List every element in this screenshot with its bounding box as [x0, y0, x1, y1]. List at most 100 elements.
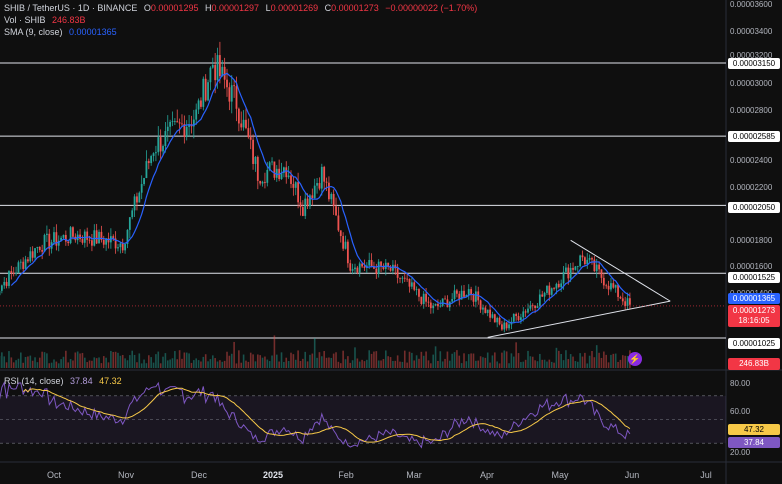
volume-bar [155, 354, 157, 368]
volume-bar [508, 363, 510, 368]
candle-body [27, 259, 29, 262]
triangle-lower-line [487, 300, 671, 338]
volume-bar [257, 354, 259, 368]
volume-bar [401, 361, 404, 368]
volume-bar [316, 357, 318, 368]
volume-bar [567, 359, 570, 368]
rsi-tag: 37.84 [728, 437, 780, 448]
level-tag[interactable]: 0.00002585 [728, 131, 780, 142]
candle-body [546, 285, 548, 293]
volume-bar [465, 361, 468, 368]
candle-body [456, 290, 458, 294]
candle-body [48, 233, 51, 249]
volume-bar [129, 355, 131, 368]
candle-body [88, 239, 91, 241]
candle-body [268, 162, 271, 170]
volume-bar [31, 360, 34, 368]
candle-body [133, 196, 136, 211]
candle-body [282, 167, 285, 173]
candle-body [351, 269, 354, 271]
candle-body [508, 324, 510, 329]
volume-bar [17, 358, 20, 368]
candle-body [493, 314, 496, 323]
price-tick: 0.00002800 [730, 106, 773, 115]
level-tag[interactable]: 0.00001525 [728, 272, 780, 283]
candle-body [579, 255, 582, 267]
volume-bar [174, 351, 176, 368]
candle-body [560, 283, 563, 288]
volume-bar [304, 351, 307, 368]
volume-bar [617, 361, 619, 368]
candle-body [389, 266, 392, 271]
candle-body [557, 283, 560, 288]
candle-body [200, 100, 202, 107]
volume-bar [406, 362, 408, 368]
candle-body [311, 195, 314, 198]
price-tick: 0.00002200 [730, 183, 773, 192]
volume-bar [598, 352, 600, 368]
level-tag[interactable]: 0.00002050 [728, 202, 780, 213]
candle-body [102, 239, 105, 245]
volume-bar [114, 351, 117, 368]
candle-body [422, 293, 425, 304]
volume-bar [337, 361, 340, 368]
volume-bar [586, 363, 589, 368]
volume-bar [266, 359, 269, 368]
volume-bar [297, 350, 299, 368]
level-tag[interactable]: 0.00001025 [728, 338, 780, 349]
candle-body [112, 236, 115, 239]
candle-body [370, 260, 373, 267]
volume-bar [536, 361, 539, 368]
volume-bar [347, 356, 349, 368]
candle-body [543, 292, 546, 297]
candle-body [614, 284, 617, 288]
volume-bar [209, 359, 212, 368]
candle-body [254, 157, 257, 164]
time-label: May [551, 470, 569, 480]
candle-body [605, 285, 608, 287]
candle-body [72, 227, 74, 237]
candle-body [472, 294, 475, 302]
candle-body [380, 261, 382, 266]
rsi-label: RSI (14, close) [4, 376, 64, 386]
volume-bar [34, 357, 36, 368]
volume-bar [1, 352, 3, 368]
volume-bar [216, 361, 219, 368]
volume-bar [46, 353, 48, 368]
candle-body [62, 234, 65, 238]
volume-bar [247, 361, 250, 368]
volume-value: 246.83B [52, 15, 86, 25]
candle-body [237, 108, 240, 124]
volume-bar [387, 356, 389, 368]
volume-bar [458, 355, 461, 368]
candle-body [31, 251, 34, 258]
volume-bar [548, 359, 551, 368]
sma-label: SMA (9, close) [4, 27, 63, 37]
low-value: 0.00001269 [270, 3, 319, 13]
candle-body [474, 291, 477, 302]
volume-bar [543, 359, 546, 368]
volume-bar [607, 362, 610, 368]
volume-bar [373, 351, 375, 368]
candle-body [460, 290, 463, 300]
volume-bar [306, 361, 309, 368]
lightning-icon[interactable]: ⚡ [628, 352, 642, 366]
candle-body [600, 269, 603, 278]
volume-bar [560, 353, 562, 368]
candle-body [617, 284, 619, 298]
candle-body [463, 290, 465, 297]
volume-bar [399, 361, 401, 368]
level-tag[interactable]: 0.00003150 [728, 58, 780, 69]
volume-bar [444, 358, 446, 368]
volume-bar [318, 352, 321, 368]
candle-body [183, 124, 186, 137]
volume-bar [242, 354, 245, 368]
symbol-legend: SHIB / TetherUS · 1D · BINANCE O0.000012… [4, 2, 477, 14]
candle-body [38, 246, 41, 251]
candle-body [522, 311, 525, 318]
volume-bar [121, 354, 124, 368]
candle-body [157, 137, 160, 153]
candle-body [607, 285, 610, 290]
candle-body [34, 248, 36, 258]
